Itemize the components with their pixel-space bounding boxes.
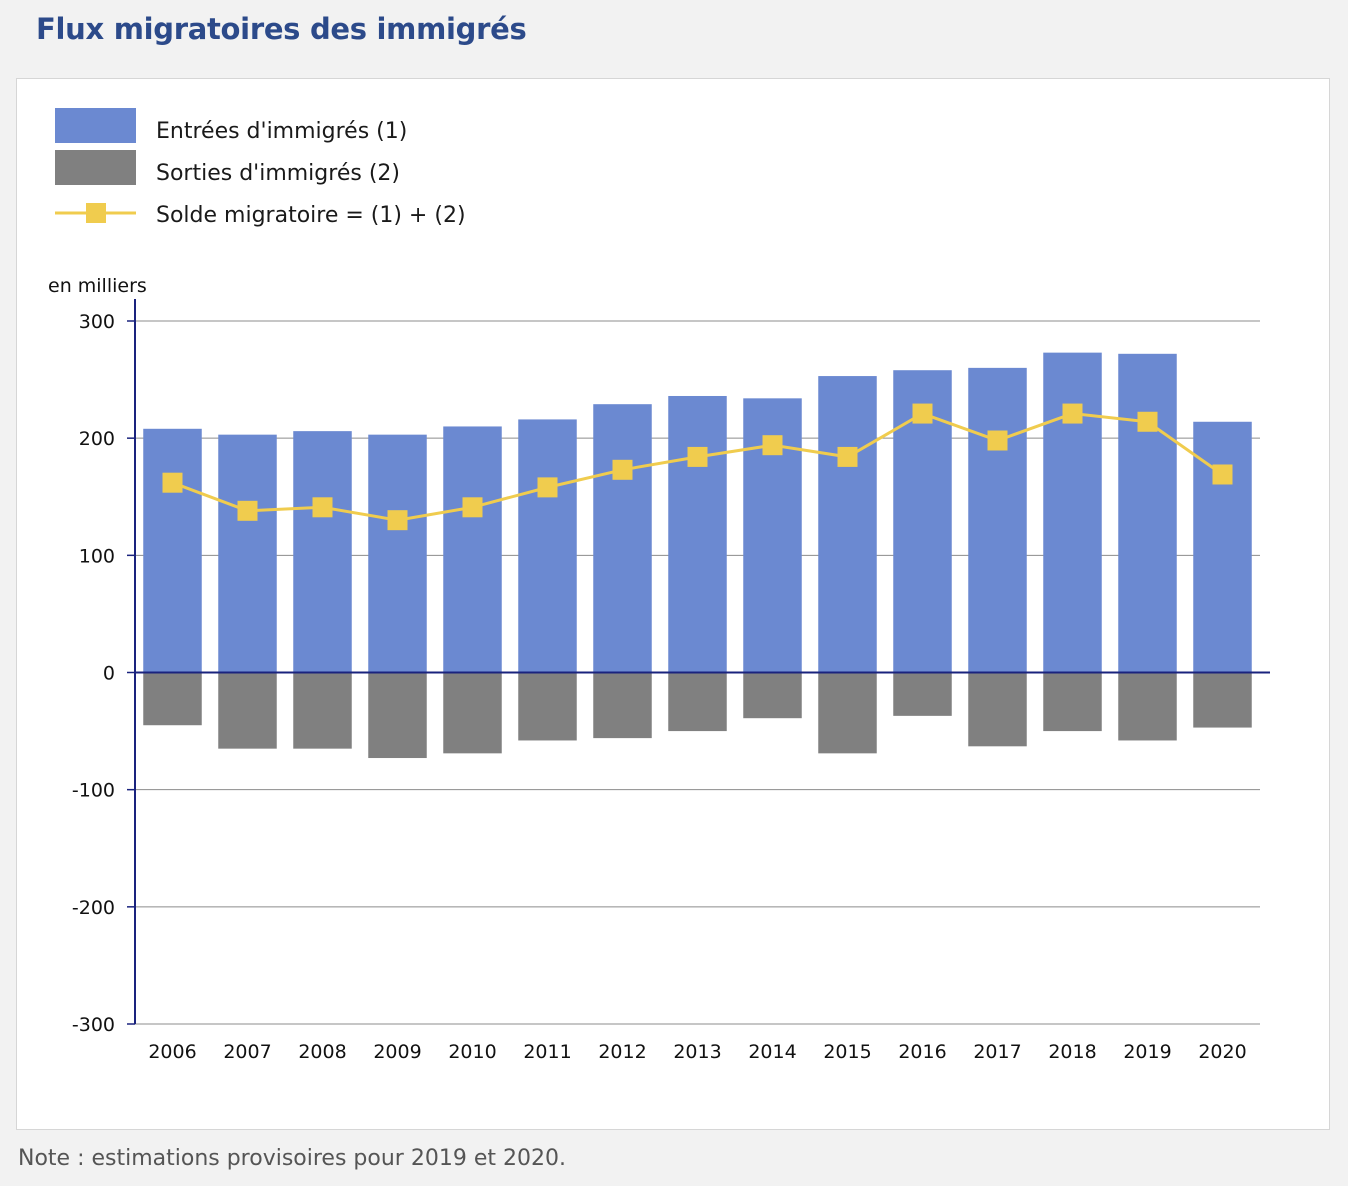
x-tick-label: 2013 (673, 1041, 721, 1063)
bar-entries-2019 (1118, 353, 1177, 673)
bars (143, 352, 1252, 759)
balance-marker-2018 (1062, 403, 1083, 424)
balance-marker-2020 (1212, 464, 1233, 485)
y-tick-labels: 300 200 100 0 -100 -200 -300 (72, 311, 115, 1036)
balance-marker-2012 (612, 459, 633, 480)
legend: Entrées d'immigrés (1) Sorties d'immigrés… (55, 108, 466, 228)
x-tick-label: 2009 (373, 1041, 421, 1063)
x-tick-label: 2015 (823, 1041, 871, 1063)
bar-exits-2009 (368, 672, 427, 759)
x-tick-label: 2010 (448, 1041, 496, 1063)
y-tick-label: 300 (79, 311, 115, 333)
bar-exits-2015 (818, 672, 877, 754)
bar-exits-2006 (143, 672, 202, 726)
footnote: Note : estimations provisoires pour 2019… (18, 1146, 566, 1171)
bar-entries-2010 (443, 426, 502, 673)
y-tick-label: -100 (72, 780, 115, 802)
bar-entries-2017 (968, 367, 1027, 673)
bar-exits-2019 (1118, 672, 1177, 741)
y-tick-label: 100 (79, 545, 115, 567)
x-tick-label: 2007 (223, 1041, 271, 1063)
legend-label-balance: Solde migratoire = (1) + (2) (156, 203, 466, 228)
legend-swatch-exits (55, 150, 136, 185)
bar-exits-2020 (1193, 672, 1252, 728)
x-tick-label: 2018 (1048, 1041, 1096, 1063)
balance-marker-2007 (237, 500, 258, 521)
axes (134, 299, 1270, 1024)
x-tick-label: 2011 (523, 1041, 571, 1063)
bar-entries-2020 (1193, 421, 1252, 673)
bar-exits-2008 (293, 672, 352, 749)
balance-marker-2006 (162, 472, 183, 493)
balance-marker-2014 (762, 435, 783, 456)
bar-entries-2007 (218, 434, 277, 673)
chart-title: Flux migratoires des immigrés (36, 12, 527, 46)
balance-marker-2019 (1137, 411, 1158, 432)
balance-marker-2017 (987, 430, 1008, 451)
bar-entries-2009 (368, 434, 427, 673)
y-tick-label: 0 (103, 663, 115, 685)
y-tick-label: -200 (72, 897, 115, 919)
balance-marker-2016 (912, 403, 933, 424)
bar-entries-2012 (593, 404, 652, 673)
bar-entries-2006 (143, 428, 202, 673)
bar-exits-2018 (1043, 672, 1102, 732)
x-tick-label: 2020 (1198, 1041, 1246, 1063)
x-tick-label: 2012 (598, 1041, 646, 1063)
bar-entries-2015 (818, 376, 877, 673)
bar-exits-2011 (518, 672, 577, 741)
x-tick-label: 2016 (898, 1041, 946, 1063)
bar-exits-2014 (743, 672, 802, 719)
legend-swatch-entries (55, 108, 136, 143)
x-tick-label: 2014 (748, 1041, 796, 1063)
bar-entries-2011 (518, 419, 577, 673)
bar-exits-2016 (893, 672, 952, 716)
x-tick-label: 2019 (1123, 1041, 1171, 1063)
balance-marker-2008 (312, 497, 333, 518)
balance-marker-2013 (687, 446, 708, 467)
x-tick-label: 2006 (148, 1041, 196, 1063)
legend-label-entries: Entrées d'immigrés (1) (156, 119, 407, 144)
chart-svg: Entrées d'immigrés (1) Sorties d'immigrés… (48, 108, 1270, 1063)
balance-marker-2009 (387, 510, 408, 531)
bar-entries-2008 (293, 431, 352, 673)
bar-entries-2013 (668, 395, 727, 673)
legend-marker-balance (86, 203, 106, 223)
bar-entries-2018 (1043, 352, 1102, 673)
bar-exits-2010 (443, 672, 502, 754)
balance-marker-2015 (837, 446, 858, 467)
x-tick-labels: 2006 2007 2008 2009 2010 2011 2012 2013 2014 2015… (148, 1041, 1246, 1063)
bar-exits-2017 (968, 672, 1027, 747)
y-axis-unit-label: en milliers (48, 275, 147, 297)
bar-exits-2012 (593, 672, 652, 739)
bar-exits-2007 (218, 672, 277, 749)
x-tick-label: 2017 (973, 1041, 1021, 1063)
y-tick-label: 200 (79, 428, 115, 450)
bar-exits-2013 (668, 672, 727, 732)
balance-marker-2011 (537, 477, 558, 498)
balance-line (162, 403, 1233, 531)
balance-marker-2010 (462, 497, 483, 518)
legend-label-exits: Sorties d'immigrés (2) (156, 161, 400, 186)
x-tick-label: 2008 (298, 1041, 346, 1063)
y-tick-label: -300 (72, 1014, 115, 1036)
